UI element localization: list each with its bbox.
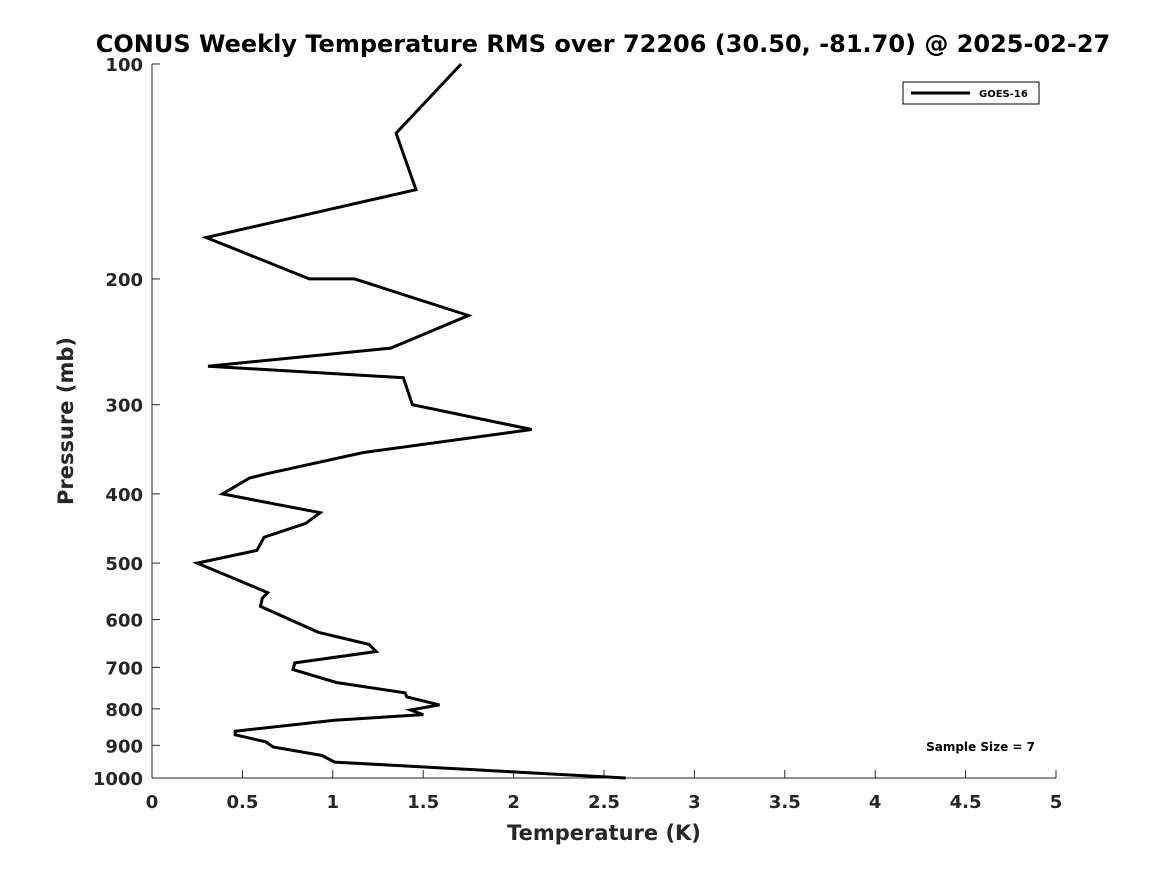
y-axis-ticks: 100 200 300 400 500 600 700 800 900 1000 bbox=[93, 55, 160, 790]
x-tick-label: 1 bbox=[327, 792, 340, 813]
series-layer bbox=[192, 62, 626, 780]
legend-label-goes-16: GOES-16 bbox=[979, 89, 1028, 100]
y-tick-label: 100 bbox=[105, 55, 143, 76]
y-tick-label: 800 bbox=[105, 700, 143, 721]
x-tick-label: 2 bbox=[507, 792, 520, 813]
y-tick-label: 1000 bbox=[93, 769, 143, 790]
y-axis-label: Pressure (mb) bbox=[54, 337, 78, 505]
sample-size-annotation: Sample Size = 7 bbox=[926, 740, 1035, 754]
x-tick-label: 5 bbox=[1050, 792, 1063, 813]
x-tick-label: 3.5 bbox=[769, 792, 801, 813]
x-tick-label: 4.5 bbox=[950, 792, 982, 813]
legend-box bbox=[902, 81, 1040, 105]
x-tick-label: 0.5 bbox=[226, 792, 258, 813]
legend: GOES-16 bbox=[902, 81, 1040, 105]
x-tick-label: 4 bbox=[869, 792, 882, 813]
series-line-goes-16 bbox=[192, 62, 626, 780]
y-tick-label: 200 bbox=[105, 270, 143, 291]
y-tick-label: 700 bbox=[105, 658, 143, 679]
x-tick-label: 1.5 bbox=[407, 792, 439, 813]
x-tick-label: 2.5 bbox=[588, 792, 620, 813]
x-axis-ticks: 0 0.5 1 1.5 2 2.5 3 3.5 4 4.5 5 bbox=[146, 770, 1063, 813]
x-tick-label: 3 bbox=[688, 792, 701, 813]
x-tick-label: 0 bbox=[146, 792, 159, 813]
y-tick-label: 400 bbox=[105, 485, 143, 506]
y-tick-label: 900 bbox=[105, 736, 143, 757]
y-tick-label: 600 bbox=[105, 611, 143, 632]
y-tick-label: 500 bbox=[105, 554, 143, 575]
chart-title: CONUS Weekly Temperature RMS over 72206 … bbox=[96, 30, 1110, 58]
x-axis-label: Temperature (K) bbox=[507, 821, 701, 845]
y-tick-label: 300 bbox=[105, 396, 143, 417]
